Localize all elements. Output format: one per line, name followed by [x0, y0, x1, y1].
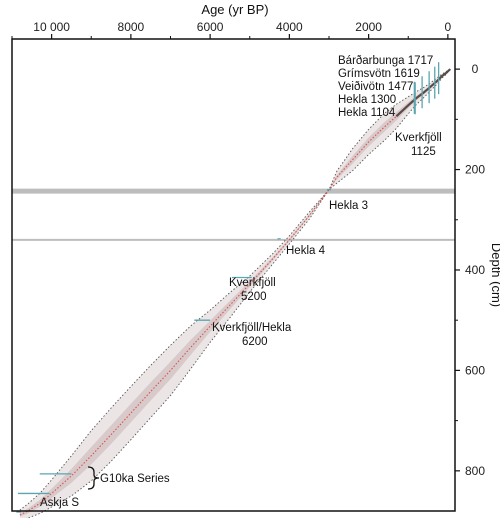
recent-segment [395, 68, 451, 118]
label-askja-s: Askja S [40, 497, 79, 509]
label-hekla-1300: Hekla 1300 [338, 94, 396, 106]
label-kverkfjoll-5200-name: Kverkfjöll [229, 277, 276, 289]
annotations: Bárðarbunga 1717 Grímsvötn 1619 Veiðivöt… [40, 55, 442, 509]
g10ka-bracket [87, 466, 100, 490]
label-kverkfjoll-5200-year: 5200 [241, 291, 267, 303]
y-tick-label-0: 0 [472, 62, 479, 76]
label-grimsvotn: Grímsvötn 1619 [338, 68, 420, 80]
label-kverkfjoll-1125-name: Kverkfjöll [395, 132, 442, 144]
x-tick-label-0: 10 000 [33, 20, 70, 34]
plot-frame [11, 38, 456, 512]
x-tick-label-2: 6000 [197, 20, 224, 34]
x-axis: 10 000 8000 6000 4000 2000 0 [11, 20, 452, 39]
x-axis-title: Age (yr BP) [201, 2, 268, 17]
y-axis: 0 200 400 600 800 [455, 62, 485, 478]
label-hekla-4: Hekla 4 [286, 245, 326, 257]
y-tick-label-1: 200 [465, 163, 485, 177]
label-g10ka-series: G10ka Series [100, 473, 170, 485]
band-fill [19, 69, 451, 518]
label-kverkfjoll-1125-year: 1125 [411, 146, 436, 158]
label-hekla-3: Hekla 3 [329, 200, 368, 212]
tephra-markers [16, 62, 440, 513]
median-line [19, 68, 451, 516]
horizontal-bars [12, 188, 455, 241]
uncertainty-band [19, 68, 451, 518]
upper-bound-line [26, 68, 451, 518]
y-tick-label-3: 600 [465, 363, 485, 377]
label-veidivotn: Veiðivötn 1477 [338, 81, 413, 93]
x-tick-label-5: 0 [445, 20, 452, 34]
label-kverkfjoll-hekla-6200-year: 6200 [242, 336, 268, 348]
label-bardarbunga: Bárðarbunga 1717 [338, 55, 433, 67]
y-tick-label-2: 400 [465, 263, 485, 277]
x-tick-label-3: 4000 [276, 20, 303, 34]
label-hekla-1104: Hekla 1104 [338, 107, 396, 119]
x-tick-label-4: 2000 [355, 20, 382, 34]
label-kverkfjoll-hekla-6200-name: Kverkfjöll/Hekla [212, 322, 292, 334]
y-tick-label-4: 800 [465, 464, 485, 478]
y-axis-title: Depth (cm) [489, 243, 500, 307]
x-tick-label-1: 8000 [118, 20, 145, 34]
